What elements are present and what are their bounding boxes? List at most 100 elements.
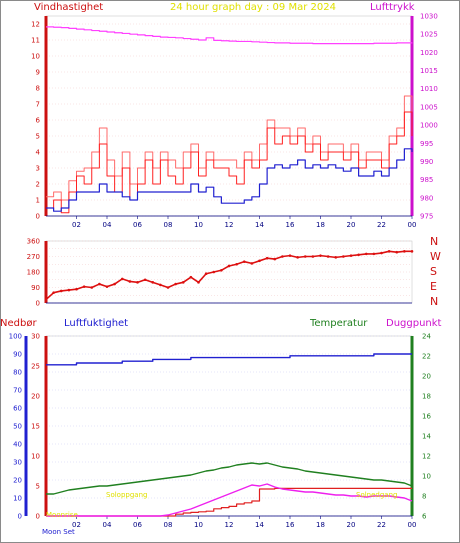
wind-direction-point [357, 253, 360, 257]
wind-direction-point [98, 282, 101, 286]
chart-title: 24 hour graph day : 09 Mar 2024 [170, 2, 336, 13]
temperature-line [46, 462, 413, 495]
wind-direction-point [166, 286, 170, 289]
wind-ytick-label: 7 [36, 101, 40, 109]
wind-plot-area [45, 15, 413, 217]
wind-direction-point [59, 289, 63, 293]
pressure-ytick-label: 1015 [420, 67, 438, 75]
wind-direction-point [136, 281, 139, 284]
humidity-ytick-label: 70 [13, 387, 22, 395]
wind-xtick-label: 02 [72, 221, 81, 229]
wind-direction-point [220, 268, 223, 272]
wind-direction-point [90, 286, 94, 289]
direction-letter-w: W [430, 250, 441, 263]
pressure-ytick-label: 990 [420, 158, 433, 166]
climate-xtick-label: 22 [377, 521, 386, 529]
temperature-ytick-label: 14 [422, 433, 431, 441]
wind-speed-line [46, 111, 413, 214]
direction-letter-n-bottom: N [430, 295, 438, 308]
pressure-axis-label: Lufttrykk [370, 2, 415, 13]
wind-ytick-label: 0 [36, 213, 40, 221]
pressure-ytick-label: 1005 [420, 103, 438, 111]
pressure-ytick-label: 1030 [420, 13, 438, 21]
tick-labels: 0123456789101112975980985990995100010051… [9, 13, 438, 530]
wind-ytick-label: 12 [31, 21, 40, 29]
wind-direction-point [159, 283, 162, 287]
climate-xtick-label: 00 [408, 521, 417, 529]
dewpoint-axis-label: Duggpunkt [386, 318, 442, 329]
wind-direction-point [258, 259, 261, 263]
pressure-ytick-label: 975 [420, 213, 433, 221]
climate-xtick-label: 10 [194, 521, 203, 529]
wind-xtick-label: 18 [316, 221, 325, 229]
humidity-axis-label: Luftfuktighet [64, 318, 128, 329]
wind-xtick-label: 14 [255, 221, 264, 229]
climate-xtick-label: 20 [347, 521, 356, 529]
temperature-axis-label: Temperatur [309, 318, 368, 329]
pressure-ytick-label: 1020 [420, 49, 438, 57]
humidity-line [46, 353, 412, 366]
gust-line [46, 95, 413, 201]
wind-direction-point [349, 254, 353, 257]
rain-ytick-label: 10 [31, 453, 40, 461]
wind-xtick-label: 06 [133, 221, 142, 229]
average-wind-line [46, 148, 413, 212]
wind-direction-point [395, 250, 399, 254]
wind-xtick-label: 22 [377, 221, 386, 229]
wind-direction-point [311, 255, 315, 258]
climate-xtick-label: 14 [255, 521, 264, 529]
wind-direction-point [212, 270, 216, 274]
wind-xtick-label: 10 [194, 221, 203, 229]
wind-xtick-label: 00 [408, 221, 417, 229]
wind-ytick-label: 11 [31, 37, 40, 45]
pressure-ytick-label: 1010 [420, 85, 438, 93]
wind-direction-point [204, 272, 208, 276]
wind-direction-point [235, 262, 238, 266]
temperature-ytick-label: 24 [422, 333, 431, 341]
rain-ytick-label: 30 [31, 333, 40, 341]
pressure-ytick-label: 1025 [420, 31, 438, 39]
temperature-ytick-label: 20 [422, 373, 431, 381]
climate-xtick-label: 16 [286, 521, 295, 529]
wind-direction-point [174, 282, 177, 286]
direction-letters: N W S E N [430, 235, 441, 308]
wind-direction-point [410, 250, 414, 253]
wind-direction-point [120, 277, 124, 281]
pressure-ytick-label: 980 [420, 194, 433, 202]
temperature-ytick-label: 18 [422, 393, 431, 401]
wind-xtick-label: 16 [286, 221, 295, 229]
climate-xtick-label: 02 [72, 521, 81, 529]
climate-xtick-label: 18 [316, 521, 325, 529]
wind-direction-point [303, 255, 307, 258]
humidity-ytick-label: 60 [13, 405, 22, 413]
wind-direction-point [319, 254, 322, 257]
precipitation-axis-label: Nedbør [0, 318, 37, 329]
humidity-ytick-label: 0 [18, 513, 22, 521]
temperature-ytick-label: 6 [422, 513, 427, 521]
wind-direction-point [105, 285, 109, 288]
direction-ytick-label: 0 [36, 300, 40, 308]
wind-direction-point [265, 256, 269, 260]
moonrise-annotation: Moonrise [46, 511, 78, 519]
sunrise-annotation: Soloppgang [106, 491, 147, 499]
wind-ytick-label: 5 [36, 133, 40, 141]
wind-direction-point [181, 281, 185, 284]
wind-direction-point [364, 252, 368, 256]
wind-xtick-label: 04 [103, 221, 112, 229]
wind-direction-point [242, 260, 246, 263]
wind-ytick-label: 2 [36, 181, 40, 189]
wind-direction-point [334, 256, 338, 259]
climate-xtick-label: 12 [225, 521, 234, 529]
dewpoint-line [46, 483, 413, 517]
wind-direction-point [113, 282, 116, 286]
wind-direction-point [273, 257, 277, 261]
rain-ytick-label: 20 [31, 393, 40, 401]
wind-direction-point [143, 278, 147, 282]
temperature-ytick-label: 10 [422, 473, 431, 481]
humidity-ytick-label: 40 [13, 441, 22, 449]
direction-ytick-label: 360 [27, 238, 40, 246]
moonset-annotation: Moon Set [42, 528, 75, 536]
pressure-ytick-label: 1000 [420, 122, 438, 130]
wind-ytick-label: 3 [36, 165, 40, 173]
